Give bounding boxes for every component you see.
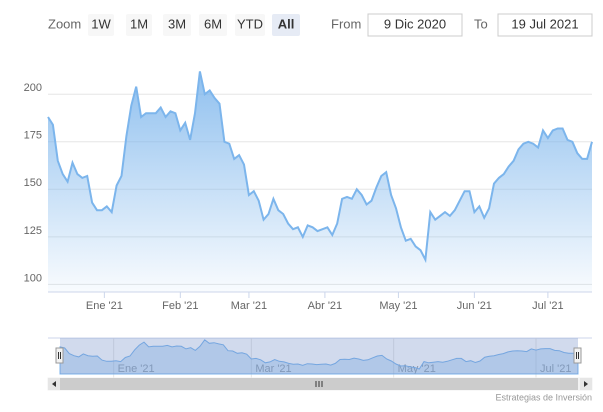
zoom-button-bg[interactable] — [126, 14, 152, 36]
navigator-mask[interactable] — [60, 338, 578, 374]
y-tick-label: 175 — [24, 130, 42, 142]
zoom-button[interactable]: 3M — [163, 14, 191, 36]
zoom-button-label[interactable]: 3M — [168, 16, 186, 31]
zoom-button[interactable]: YTD — [235, 14, 265, 36]
zoom-button[interactable]: All — [272, 14, 300, 36]
zoom-button[interactable]: 6M — [199, 14, 227, 36]
navigator-tick-label: Mar '21 — [255, 363, 291, 375]
navigator-area — [59, 339, 579, 375]
line — [47, 71, 593, 264]
to-input[interactable] — [497, 13, 593, 37]
x-tick-label: Feb '21 — [162, 300, 198, 312]
zoom-button[interactable]: 1M — [126, 14, 152, 36]
to-value[interactable]: 19 Jul 2021 — [511, 16, 578, 31]
from-label: From — [331, 16, 361, 31]
zoom-button-label[interactable]: 1M — [130, 16, 148, 31]
to-label: To — [474, 16, 488, 31]
zoom-button-label[interactable]: 6M — [204, 16, 222, 31]
zoom-button-bg[interactable] — [235, 14, 265, 36]
zoom-button-bg[interactable] — [163, 14, 191, 36]
zoom-button-label[interactable]: YTD — [237, 16, 263, 31]
x-tick-label: Ene '21 — [86, 300, 123, 312]
y-tick-label: 150 — [24, 177, 42, 189]
x-tick-label: Mar '21 — [231, 300, 267, 312]
zoom-button-bg[interactable] — [88, 14, 114, 36]
from-group: From 9 Dic 2020 To 19 Jul 2021 — [331, 13, 593, 37]
scrollbar-left-arrow — [52, 381, 56, 387]
x-tick-label: Jun '21 — [457, 300, 492, 312]
zoom-button-label[interactable]: 1W — [91, 16, 111, 31]
navigator-handle[interactable] — [573, 347, 582, 364]
area — [48, 71, 592, 293]
navigator-tick-label: Jul '21 — [540, 363, 571, 375]
from-input[interactable] — [367, 13, 463, 37]
zoom-button-bg[interactable] — [272, 14, 300, 36]
y-tick-label: 200 — [24, 82, 42, 94]
x-tick-label: May '21 — [379, 300, 417, 312]
zoom-label: Zoom — [48, 16, 81, 31]
y-tick-label: 125 — [24, 225, 42, 237]
from-value[interactable]: 9 Dic 2020 — [384, 16, 446, 31]
credit: Estrategias de Inversión — [495, 392, 592, 402]
zoom-button-bg[interactable] — [199, 14, 227, 36]
x-tick-label: Abr '21 — [308, 300, 343, 312]
scrollbar-right-arrow — [584, 381, 588, 387]
navigator-handle[interactable] — [55, 347, 64, 364]
zoom-button-label[interactable]: All — [278, 16, 295, 31]
y-tick-label: 100 — [24, 272, 42, 284]
zoom-button[interactable]: 1W — [88, 14, 114, 36]
x-tick-label: Jul '21 — [532, 300, 563, 312]
navigator-tick-label: Ene '21 — [118, 363, 155, 375]
